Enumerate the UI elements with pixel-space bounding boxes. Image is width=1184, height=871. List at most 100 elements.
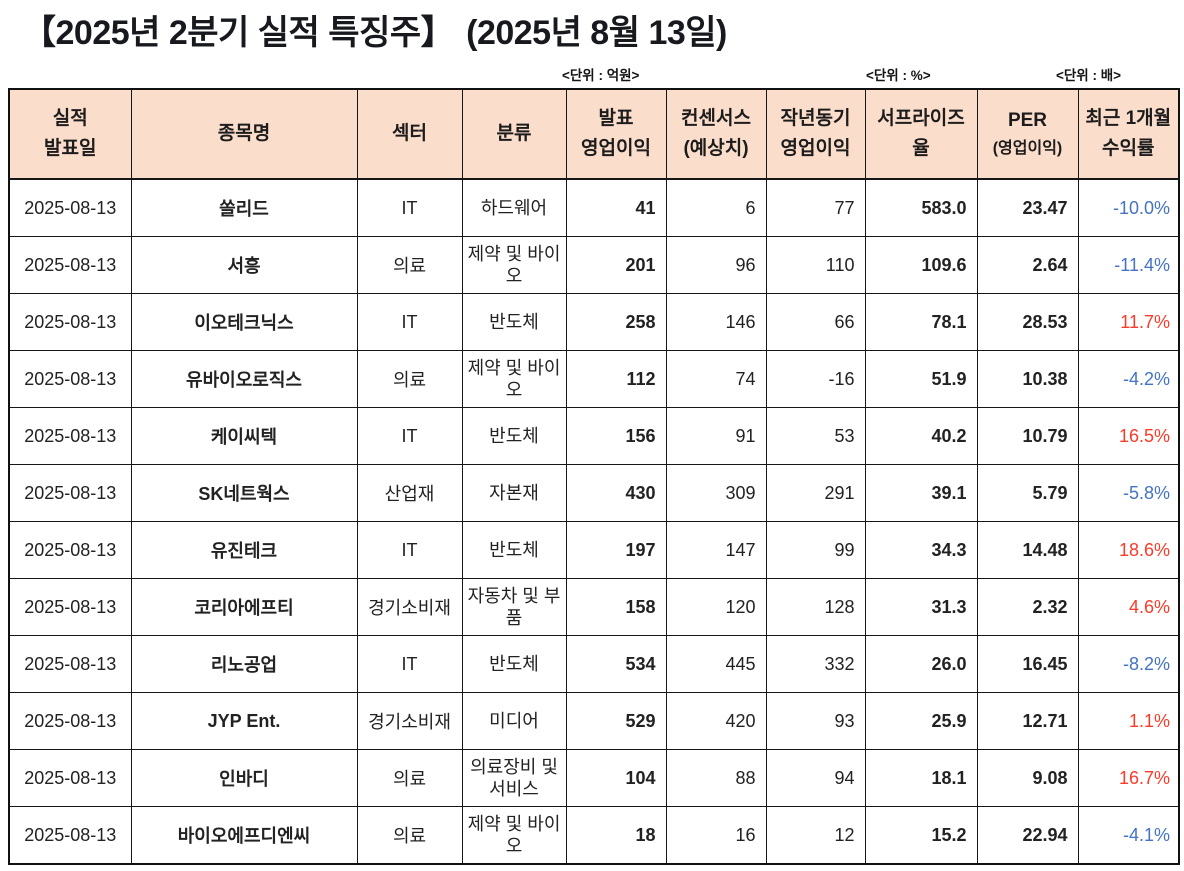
category-cell: 자본재 [461, 464, 567, 522]
header-line: 컨센서스 [681, 107, 751, 129]
table-row: 2025-08-13 리노공업 IT 반도체 534 445 332 26.0 … [8, 635, 1180, 693]
surprise-rate-cell: 51.9 [864, 350, 978, 408]
category-cell: 반도체 [461, 293, 567, 351]
header-line: 최근 1개월 [1085, 107, 1172, 129]
sector-cell: 의료 [356, 749, 463, 807]
per-cell: 2.64 [976, 236, 1079, 294]
stock-name-cell: 유바이오로직스 [130, 350, 358, 408]
col-header-announced-op: 발표 영업이익 [565, 88, 667, 180]
date-cell: 2025-08-13 [8, 407, 132, 465]
per-cell: 10.38 [976, 350, 1079, 408]
sector-cell: 의료 [356, 806, 463, 865]
announced-op-cell: 197 [565, 521, 667, 579]
stock-name-cell: 쏠리드 [130, 178, 358, 237]
col-header-last-year-op: 작년동기 영업이익 [765, 88, 866, 180]
return-1m-cell: -4.2% [1077, 350, 1180, 408]
last-year-op-cell: 53 [765, 407, 866, 465]
table-row: 2025-08-13 유바이오로직스 의료 제약 및 바이오 112 74 -1… [8, 350, 1180, 408]
stock-name-cell: 인바디 [130, 749, 358, 807]
col-header-date: 실적 발표일 [8, 88, 132, 180]
earnings-table: 실적 발표일 종목명 섹터 분류 발표 영업이익 [8, 88, 1180, 865]
per-cell: 9.08 [976, 749, 1079, 807]
unit-label-multiple: <단위 : 배> [1056, 68, 1122, 83]
last-year-op-cell: 77 [765, 178, 866, 237]
per-cell: 22.94 [976, 806, 1079, 865]
header-line: 율 [912, 138, 930, 159]
per-cell: 14.48 [976, 521, 1079, 579]
last-year-op-cell: -16 [765, 350, 866, 408]
return-1m-cell: -10.0% [1077, 178, 1180, 237]
surprise-rate-cell: 26.0 [864, 635, 978, 693]
return-1m-cell: 16.7% [1077, 749, 1180, 807]
last-year-op-cell: 66 [765, 293, 866, 351]
sector-cell: IT [356, 293, 463, 351]
category-cell: 반도체 [461, 521, 567, 579]
category-cell: 제약 및 바이오 [461, 236, 567, 294]
last-year-op-cell: 291 [765, 464, 866, 522]
surprise-rate-cell: 25.9 [864, 692, 978, 750]
category-cell: 하드웨어 [461, 178, 567, 237]
return-1m-cell: -5.8% [1077, 464, 1180, 522]
surprise-rate-cell: 34.3 [864, 521, 978, 579]
per-cell: 2.32 [976, 578, 1079, 636]
announced-op-cell: 41 [565, 178, 667, 237]
col-header-surprise: 서프라이즈 율 [864, 88, 978, 180]
announced-op-cell: 529 [565, 692, 667, 750]
stock-name-cell: 리노공업 [130, 635, 358, 693]
consensus-cell: 74 [665, 350, 767, 408]
category-cell: 반도체 [461, 407, 567, 465]
surprise-rate-cell: 39.1 [864, 464, 978, 522]
page-title-main: 【2025년 2분기 실적 특징주】 [22, 14, 455, 52]
category-cell: 제약 및 바이오 [461, 350, 567, 408]
page-title-date: (2025년 8월 13일) [466, 14, 727, 52]
table-row: 2025-08-13 케이씨텍 IT 반도체 156 91 53 40.2 10… [8, 407, 1180, 465]
last-year-op-cell: 94 [765, 749, 866, 807]
stock-name-cell: JYP Ent. [130, 692, 358, 750]
date-cell: 2025-08-13 [8, 178, 132, 237]
table-row: 2025-08-13 쏠리드 IT 하드웨어 41 6 77 583.0 23.… [8, 178, 1180, 237]
stock-name-cell: 바이오에프디엔씨 [130, 806, 358, 865]
consensus-cell: 88 [665, 749, 767, 807]
consensus-cell: 96 [665, 236, 767, 294]
surprise-rate-cell: 31.3 [864, 578, 978, 636]
return-1m-cell: 16.5% [1077, 407, 1180, 465]
return-1m-cell: 4.6% [1077, 578, 1180, 636]
unit-label-amount: <단위 : 억원> [562, 68, 640, 83]
unit-label-percent: <단위 : %> [866, 68, 931, 83]
col-header-sector: 섹터 [356, 88, 463, 180]
table-row: 2025-08-13 코리아에프티 경기소비재 자동차 및 부품 158 120… [8, 578, 1180, 636]
date-cell: 2025-08-13 [8, 293, 132, 351]
sector-cell: 산업재 [356, 464, 463, 522]
consensus-cell: 16 [665, 806, 767, 865]
stock-name-cell: 서흥 [130, 236, 358, 294]
announced-op-cell: 104 [565, 749, 667, 807]
table-row: 2025-08-13 서흥 의료 제약 및 바이오 201 96 110 109… [8, 236, 1180, 294]
surprise-rate-cell: 40.2 [864, 407, 978, 465]
date-cell: 2025-08-13 [8, 749, 132, 807]
sector-cell: IT [356, 635, 463, 693]
sector-cell: 경기소비재 [356, 692, 463, 750]
page-title: 【2025년 2분기 실적 특징주】 (2025년 8월 13일) [22, 12, 727, 55]
header-line: 섹터 [392, 122, 427, 144]
announced-op-cell: 156 [565, 407, 667, 465]
return-1m-cell: 18.6% [1077, 521, 1180, 579]
stock-name-cell: 이오테크닉스 [130, 293, 358, 351]
category-cell: 반도체 [461, 635, 567, 693]
announced-op-cell: 18 [565, 806, 667, 865]
col-header-return-1m: 최근 1개월 수익률 [1077, 88, 1180, 180]
consensus-cell: 309 [665, 464, 767, 522]
per-cell: 5.79 [976, 464, 1079, 522]
category-cell: 미디어 [461, 692, 567, 750]
date-cell: 2025-08-13 [8, 578, 132, 636]
consensus-cell: 120 [665, 578, 767, 636]
last-year-op-cell: 128 [765, 578, 866, 636]
col-header-name: 종목명 [130, 88, 358, 180]
header-line: 서프라이즈 [877, 107, 965, 129]
header-line: 발표 [598, 107, 634, 129]
date-cell: 2025-08-13 [8, 236, 132, 294]
last-year-op-cell: 12 [765, 806, 866, 865]
surprise-rate-cell: 583.0 [864, 178, 978, 237]
consensus-cell: 420 [665, 692, 767, 750]
per-cell: 10.79 [976, 407, 1079, 465]
consensus-cell: 91 [665, 407, 767, 465]
